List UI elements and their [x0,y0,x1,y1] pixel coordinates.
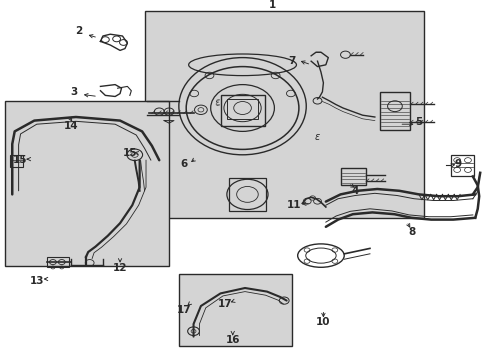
Text: 9: 9 [455,159,462,169]
Text: 6: 6 [180,159,187,169]
Text: 17: 17 [218,299,233,309]
Text: ε: ε [215,97,221,108]
Bar [10,155,23,167]
Text: 7: 7 [288,56,295,66]
Text: 12: 12 [113,263,127,273]
Text: 4: 4 [351,186,359,196]
Text: 11: 11 [287,200,301,210]
Bar [47,257,69,267]
Text: 15: 15 [12,155,27,165]
Bar [145,11,424,218]
Bar [451,155,474,176]
Text: 13: 13 [29,276,44,286]
Bar [220,95,265,126]
Text: 2: 2 [75,26,82,36]
Bar [179,274,292,346]
Text: 17: 17 [176,305,191,315]
Text: 10: 10 [316,317,331,327]
Bar [229,178,266,211]
Text: 14: 14 [64,121,78,131]
Bar [227,99,258,119]
Text: 3: 3 [70,87,77,97]
Text: 1: 1 [269,0,275,10]
Bar [341,168,366,185]
Bar [5,101,169,266]
Bar [380,92,410,130]
Text: 16: 16 [225,335,240,345]
Text: 15: 15 [122,148,137,158]
Text: 8: 8 [408,227,415,237]
Text: 5: 5 [416,117,422,127]
Text: ε: ε [315,132,320,142]
